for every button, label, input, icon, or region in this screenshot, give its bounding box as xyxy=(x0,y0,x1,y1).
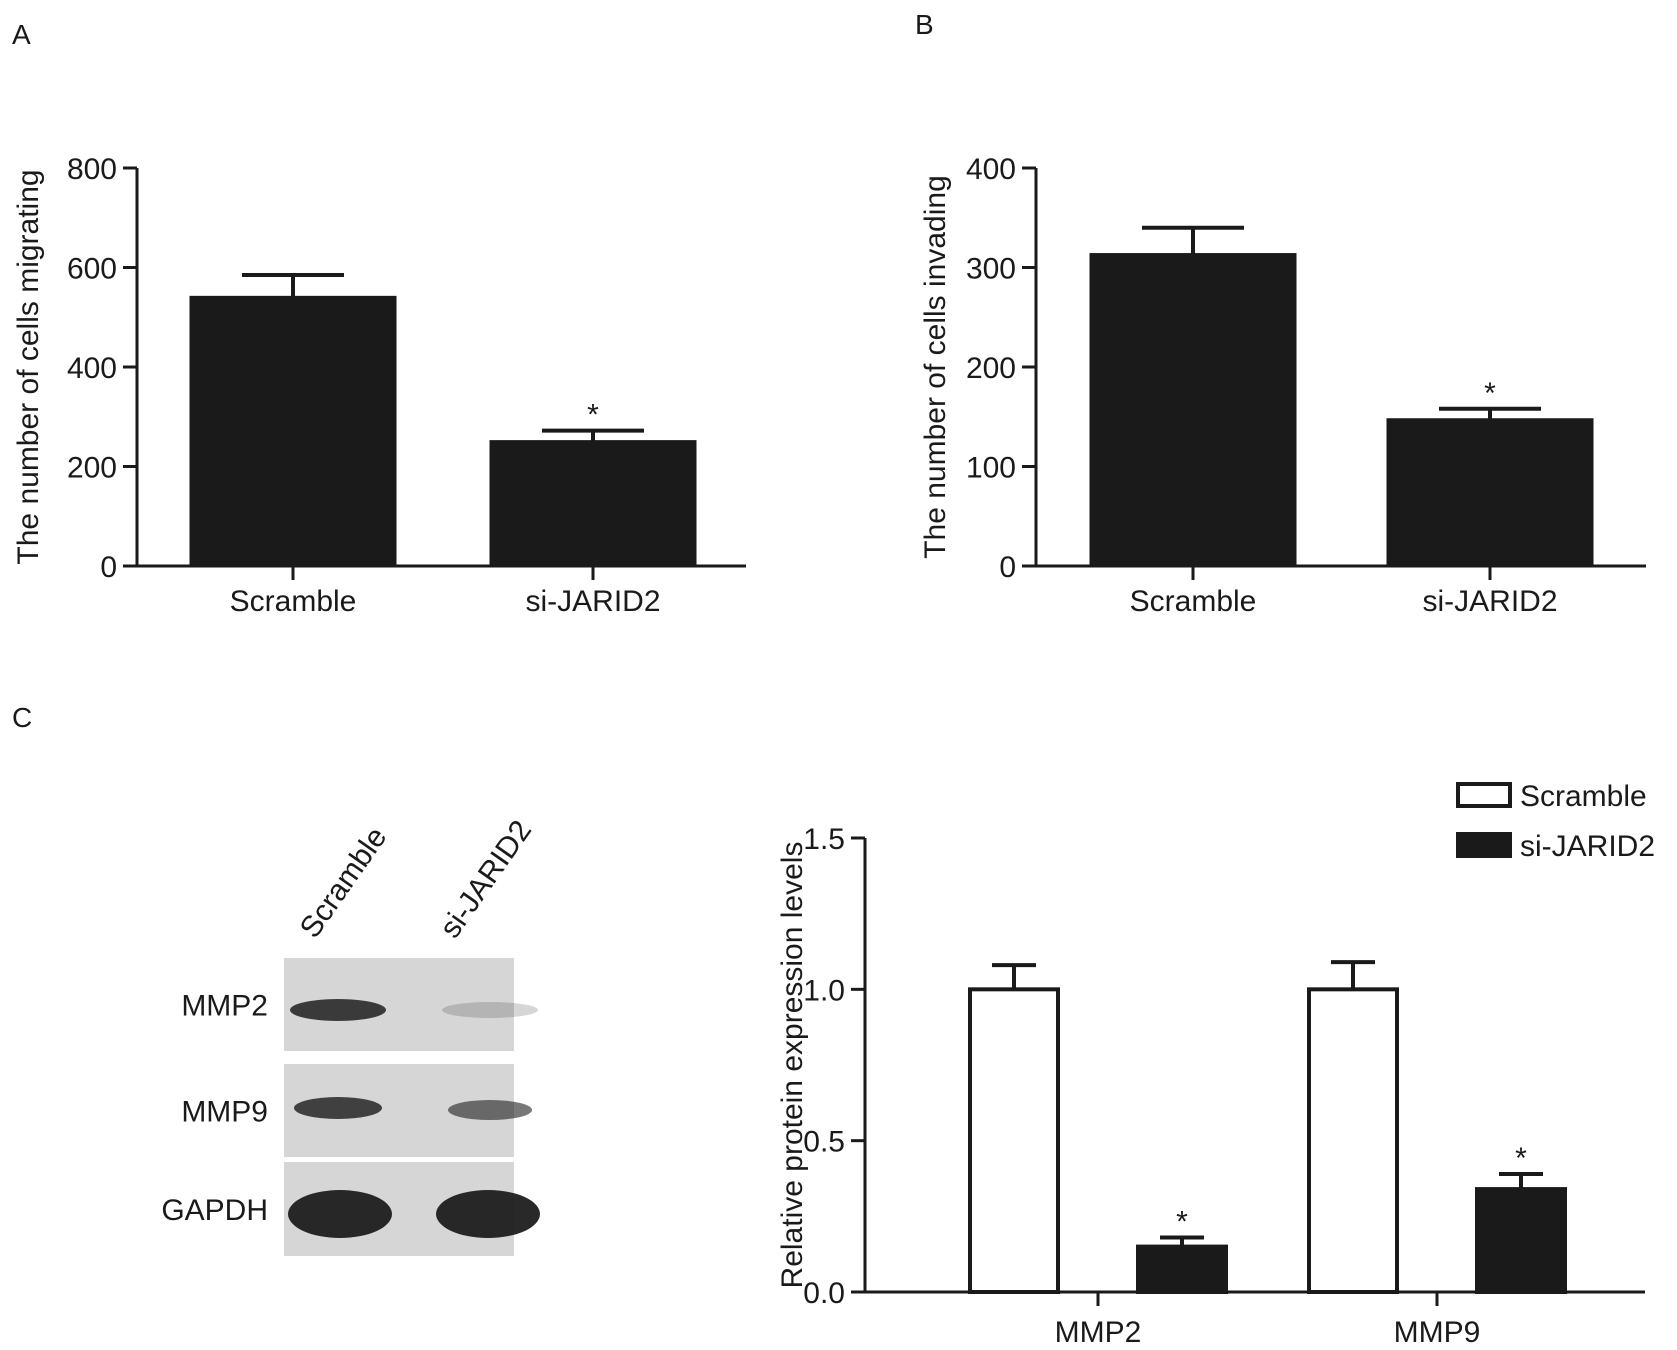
y-tick-label: 0.0 xyxy=(803,1277,845,1310)
blot-band xyxy=(290,999,386,1021)
x-tick-label: MMP9 xyxy=(1394,1316,1481,1349)
chart-panel-b: 0 100 200 300 400 The number of cells invadin… xyxy=(919,153,1646,618)
y-tick-label: 1.5 xyxy=(803,823,845,856)
significance-marker: * xyxy=(1515,1142,1527,1175)
y-tick-label: 400 xyxy=(67,352,117,385)
legend-swatch xyxy=(1456,782,1512,808)
bar xyxy=(1307,987,1399,1294)
blot-row-label: MMP9 xyxy=(181,1096,268,1129)
y-tick-label: 0 xyxy=(100,551,117,584)
bar xyxy=(968,987,1060,1294)
y-tick-label: 400 xyxy=(966,153,1016,186)
panel-letter-c: C xyxy=(12,702,32,733)
bar xyxy=(1475,1187,1567,1295)
bar xyxy=(489,440,697,568)
significance-marker: * xyxy=(1176,1206,1188,1239)
bar xyxy=(1136,1244,1228,1294)
blot-band xyxy=(436,1190,540,1238)
blot-band xyxy=(448,1100,532,1120)
blot-row-label: MMP2 xyxy=(181,990,268,1023)
legend-label: si-JARID2 xyxy=(1520,830,1655,863)
y-tick-label: 0.5 xyxy=(803,1126,845,1159)
blot-lane-label: Scramble xyxy=(294,821,394,944)
y-tick-label: 0 xyxy=(999,551,1016,584)
bar xyxy=(189,295,397,568)
blot-band xyxy=(442,1002,538,1018)
x-tick-label: MMP2 xyxy=(1055,1316,1142,1349)
x-tick-label: si-JARID2 xyxy=(1422,585,1557,618)
chart-panel-a: 0 200 400 600 800 The number of cells migrati… xyxy=(12,153,746,618)
y-axis-title: The number of cells migrating xyxy=(12,169,45,564)
western-blot: Scramble si-JARID2 MMP2 MMP9 GAPDH xyxy=(161,814,540,1256)
y-tick-label: 200 xyxy=(966,352,1016,385)
y-tick-label: 300 xyxy=(966,253,1016,286)
panel-letter-a: A xyxy=(12,19,31,50)
blot-band xyxy=(294,1097,382,1119)
blot-lane-label: si-JARID2 xyxy=(434,814,538,944)
x-tick-label: Scramble xyxy=(230,585,357,618)
bar xyxy=(1089,253,1297,568)
y-axis-title: The number of cells invading xyxy=(919,175,952,559)
y-tick-label: 100 xyxy=(966,452,1016,485)
legend-swatch xyxy=(1456,832,1512,858)
x-tick-label: Scramble xyxy=(1130,585,1257,618)
y-tick-label: 600 xyxy=(67,253,117,286)
legend-label: Scramble xyxy=(1520,780,1647,813)
significance-marker: * xyxy=(587,399,599,432)
y-tick-label: 1.0 xyxy=(803,974,845,1007)
panel-letter-b: B xyxy=(915,9,934,40)
y-tick-label: 800 xyxy=(67,153,117,186)
blot-row-label: GAPDH xyxy=(161,1194,268,1227)
y-axis-title: Relative protein expression levels xyxy=(776,842,809,1289)
legend: Scramble si-JARID2 xyxy=(1456,780,1655,863)
bar xyxy=(1386,418,1594,568)
significance-marker: * xyxy=(1484,377,1496,410)
blot-band xyxy=(288,1190,392,1238)
y-tick-label: 200 xyxy=(67,452,117,485)
x-tick-label: si-JARID2 xyxy=(525,585,660,618)
